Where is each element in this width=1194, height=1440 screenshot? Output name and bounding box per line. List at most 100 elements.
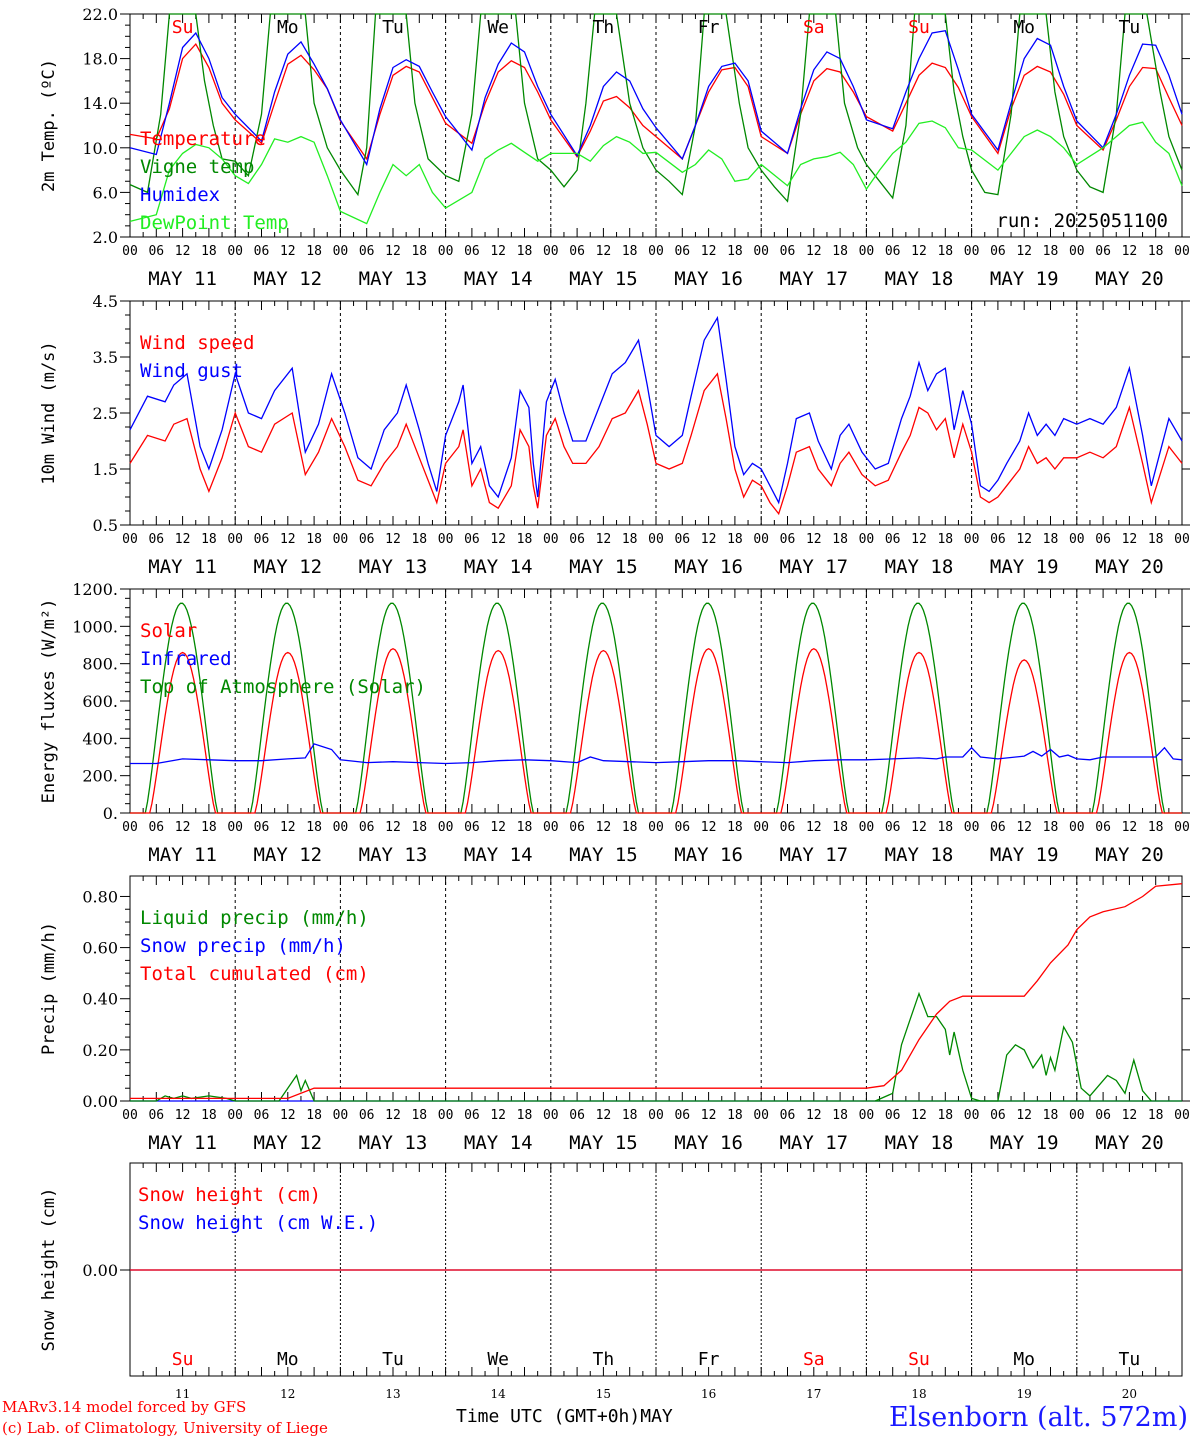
hour-tick-label: 00 (1069, 1108, 1085, 1123)
hour-tick-label: 06 (780, 532, 796, 547)
hour-tick-label: 00 (227, 532, 243, 547)
hour-tick-label: 12 (1122, 244, 1138, 259)
hour-tick-label: 00 (122, 244, 138, 259)
hour-tick-label: 06 (1095, 244, 1111, 259)
hour-tick-label: 06 (148, 532, 164, 547)
hour-tick-label: 18 (306, 820, 322, 835)
hour-tick-label: 12 (1016, 532, 1032, 547)
hour-tick-label: 12 (385, 820, 401, 835)
date-label: MAY 13 (359, 268, 428, 290)
date-label: MAY 17 (779, 1132, 848, 1154)
weekday-label: Th (593, 17, 615, 38)
hour-tick-label: 12 (175, 532, 191, 547)
hour-tick-label: 12 (1122, 1108, 1138, 1123)
hour-tick-label: 06 (359, 820, 375, 835)
temp-series-line (129, 13, 1183, 203)
hour-tick-label: 00 (859, 532, 875, 547)
date-label: MAY 19 (990, 844, 1059, 866)
hour-tick-label: 00 (122, 820, 138, 835)
hour-tick-label: 12 (1122, 820, 1138, 835)
hour-tick-label: 18 (517, 820, 533, 835)
date-label: MAY 11 (148, 556, 217, 578)
weekday-label: Tu (382, 17, 404, 38)
date-label: MAY 18 (885, 268, 954, 290)
hour-tick-label: 06 (569, 244, 585, 259)
date-label: MAY 18 (885, 1132, 954, 1154)
date-label: MAY 12 (253, 844, 322, 866)
day-number-label: 11 (175, 1387, 190, 1401)
hour-tick-label: 00 (648, 820, 664, 835)
hour-tick-label: 06 (254, 820, 270, 835)
y-tick-label: 0. (103, 804, 118, 823)
hour-tick-label: 12 (280, 1108, 296, 1123)
legend-entry: DewPoint Temp (140, 212, 289, 234)
hour-tick-label: 06 (674, 1108, 690, 1123)
hour-tick-label: 06 (148, 244, 164, 259)
hour-tick-label: 12 (701, 820, 717, 835)
y-tick-label: 6.0 (93, 183, 118, 202)
hour-tick-label: 12 (701, 1108, 717, 1123)
y-tick-label: 4.5 (93, 292, 118, 311)
weekday-label-bottom: Th (593, 1349, 615, 1370)
hour-tick-label: 12 (596, 244, 612, 259)
hour-tick-label: 00 (543, 820, 559, 835)
hour-tick-label: 12 (806, 532, 822, 547)
hour-tick-label: 00 (227, 244, 243, 259)
hour-tick-label: 00 (1174, 820, 1190, 835)
legend-entry: Snow precip (mm/h) (140, 935, 346, 957)
hour-tick-label: 06 (569, 820, 585, 835)
weekday-label-bottom: Tu (1119, 1349, 1141, 1370)
hour-tick-label: 12 (806, 244, 822, 259)
hour-tick-label: 06 (990, 244, 1006, 259)
date-label: MAY 15 (569, 1132, 638, 1154)
liquid-precip-line (130, 1073, 1182, 1102)
hour-tick-label: 00 (333, 820, 349, 835)
hour-tick-label: 06 (885, 820, 901, 835)
hour-tick-label: 00 (122, 1108, 138, 1123)
hour-tick-label: 18 (622, 244, 638, 259)
y-tick-label: 800. (82, 655, 118, 674)
hour-tick-label: 00 (964, 820, 980, 835)
hour-tick-label: 18 (1148, 244, 1164, 259)
legend-entry: Vigne temp (140, 156, 254, 178)
hour-tick-label: 12 (1016, 820, 1032, 835)
weekday-label: Mo (277, 17, 299, 38)
date-label: MAY 16 (674, 844, 743, 866)
legend-entry: Liquid precip (mm/h) (140, 907, 369, 929)
hour-tick-label: 18 (727, 820, 743, 835)
hour-tick-label: 12 (596, 532, 612, 547)
hour-tick-label: 06 (1095, 820, 1111, 835)
hour-tick-label: 00 (543, 244, 559, 259)
weekday-label-bottom: We (487, 1349, 509, 1370)
hour-tick-label: 18 (1043, 244, 1059, 259)
date-label: MAY 13 (359, 1132, 428, 1154)
infrared-line (130, 743, 1183, 765)
weekday-label: Sa (803, 17, 825, 38)
legend-entry: Top of Atmosphere (Solar) (140, 676, 426, 698)
y-axis-label-3: Precip (mm/h) (39, 922, 59, 1055)
hour-tick-label: 12 (701, 532, 717, 547)
weekday-label: Su (908, 17, 930, 38)
hour-tick-label: 12 (1016, 1108, 1032, 1123)
hour-tick-label: 18 (622, 532, 638, 547)
date-label: MAY 19 (990, 556, 1059, 578)
date-label: MAY 17 (779, 268, 848, 290)
hour-tick-label: 00 (964, 1108, 980, 1123)
hour-tick-label: 12 (806, 1108, 822, 1123)
y-tick-label: 200. (82, 767, 118, 786)
day-number-label: 19 (1017, 1387, 1032, 1401)
legend-entry: Infrared (140, 648, 232, 670)
y-axis-label-1: 10m Wind (m/s) (39, 341, 59, 484)
date-label: MAY 11 (148, 268, 217, 290)
hour-tick-label: 00 (753, 244, 769, 259)
hour-tick-label: 06 (780, 820, 796, 835)
hour-tick-label: 18 (201, 244, 217, 259)
y-tick-label: 3.5 (93, 348, 118, 367)
date-label: MAY 20 (1095, 1132, 1164, 1154)
hour-tick-label: 18 (411, 532, 427, 547)
y-tick-label: 400. (82, 729, 118, 748)
hour-tick-label: 18 (201, 1108, 217, 1123)
hour-tick-label: 00 (648, 244, 664, 259)
liquid-precip-line-late (874, 991, 1152, 1102)
